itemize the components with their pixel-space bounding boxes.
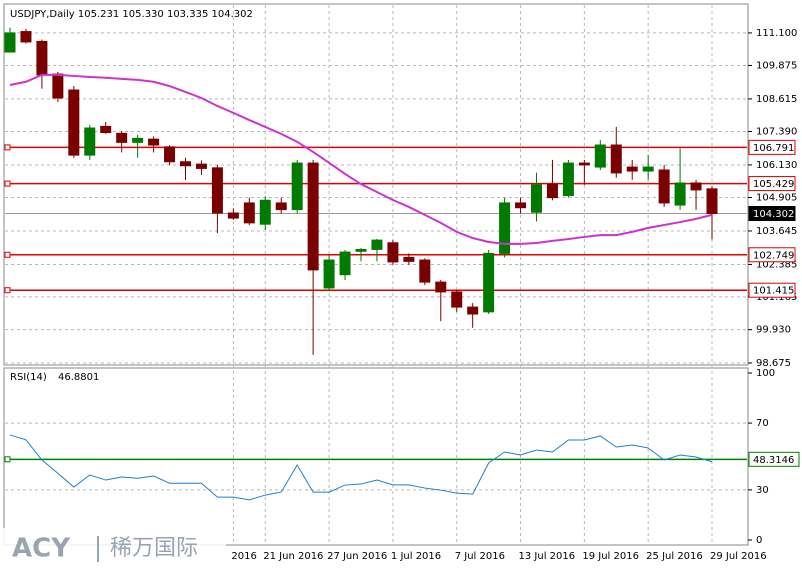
y-tick-label: 102.385 <box>756 259 797 270</box>
watermark-name: 稀万国际 <box>110 536 198 561</box>
candle-body <box>642 166 654 172</box>
candle-body <box>52 73 64 99</box>
candle-body <box>403 256 415 262</box>
y-tick-label: 109.875 <box>756 60 797 71</box>
y-tick-label: 70 <box>756 418 769 429</box>
y-tick-label: 104.905 <box>756 192 797 203</box>
price-badge <box>748 247 796 263</box>
candle-body <box>355 248 367 252</box>
price-badge-label: 102.749 <box>753 250 794 261</box>
candle-body <box>211 167 223 214</box>
level-marker <box>4 287 11 294</box>
price-badge <box>748 176 796 192</box>
candle-body <box>419 259 431 283</box>
price-badge <box>748 139 796 155</box>
candle-body <box>116 132 128 143</box>
candle-body <box>626 166 638 172</box>
price-panel <box>3 3 749 366</box>
x-tick-label: 29 Jul 2016 <box>710 551 767 562</box>
x-tick-label: 7 Jul 2016 <box>455 551 505 562</box>
candle-body <box>148 138 160 146</box>
candle-body <box>100 125 112 134</box>
y-tick-label: 111.100 <box>756 28 797 39</box>
candle-body <box>4 32 16 53</box>
candle-body <box>227 212 239 219</box>
candle-body <box>690 182 702 191</box>
candle-body <box>467 306 479 315</box>
moving-average <box>9 73 713 245</box>
candle-body <box>435 281 447 293</box>
level-marker <box>4 180 11 187</box>
candle-body <box>451 291 463 308</box>
candle-body <box>706 188 718 215</box>
price-badge-label: 48.3146 <box>753 455 794 466</box>
candle-body <box>180 161 191 167</box>
candle-body <box>483 252 495 313</box>
candle-body <box>132 137 144 143</box>
candle-body <box>371 239 383 250</box>
y-tick-label: 98.675 <box>756 358 791 369</box>
candle-body <box>594 144 606 168</box>
candle-body <box>658 169 670 204</box>
price-badge-label: 106.791 <box>753 143 794 154</box>
level-marker <box>4 456 11 463</box>
x-tick-label: 27 Jun 2016 <box>327 551 387 562</box>
candle-body <box>339 251 351 276</box>
y-tick-label: 106.130 <box>756 160 797 171</box>
y-tick-label: 108.615 <box>756 94 797 105</box>
x-tick-label: 2016 <box>231 551 256 562</box>
rsi-line <box>9 434 713 501</box>
x-tick-label: 21 Jun 2016 <box>263 551 323 562</box>
candle-body <box>323 259 335 289</box>
price-badge-label: 101.415 <box>753 286 794 297</box>
candle-body <box>84 127 96 156</box>
candle-body <box>259 199 271 225</box>
candle-body <box>307 162 319 271</box>
x-tick-label: 25 Jul 2016 <box>646 551 703 562</box>
y-tick-label: 100 <box>756 368 775 379</box>
candle-body <box>562 162 574 196</box>
candle-body <box>578 162 590 166</box>
candle-body <box>499 202 511 254</box>
watermark-brand: ACY <box>12 534 71 564</box>
price-badge-label: 104.302 <box>753 209 794 220</box>
candle-body <box>531 184 542 213</box>
rsi-panel <box>3 367 749 546</box>
price-badge <box>748 282 796 298</box>
price-badge <box>748 451 800 467</box>
candle-body <box>610 144 622 174</box>
watermark: ACY 稀万国际 <box>0 528 226 573</box>
y-tick-label: 30 <box>756 485 769 496</box>
x-tick-label: 19 Jul 2016 <box>582 551 639 562</box>
level-marker <box>4 251 11 258</box>
candle-body <box>68 89 80 156</box>
chart-title: USDJPY,Daily 105.231 105.330 103.335 104… <box>10 9 253 20</box>
candle-body <box>164 146 176 163</box>
rsi-title: RSI(14) <box>10 372 47 383</box>
price-badge <box>748 206 796 222</box>
candle-body <box>20 31 32 43</box>
y-tick-label: 0 <box>756 535 762 546</box>
rsi-current: 46.8801 <box>58 372 99 383</box>
candle-body <box>546 183 558 199</box>
candle-body <box>243 202 255 224</box>
y-tick-label: 99.930 <box>756 325 791 336</box>
candle-body <box>291 162 303 211</box>
y-tick-label: 103.645 <box>756 226 797 237</box>
y-tick-label: 107.390 <box>756 126 797 137</box>
candle-body <box>195 163 207 169</box>
candle-body <box>36 40 48 76</box>
candle-body <box>515 202 527 209</box>
level-marker <box>4 144 11 151</box>
price-badge-label: 105.429 <box>753 179 794 190</box>
x-tick-label: 1 Jul 2016 <box>391 551 441 562</box>
candle-body <box>275 202 287 211</box>
candle-body <box>387 242 399 263</box>
x-tick-label: 13 Jul 2016 <box>519 551 576 562</box>
candle-body <box>674 182 686 206</box>
watermark-bg <box>0 528 226 573</box>
